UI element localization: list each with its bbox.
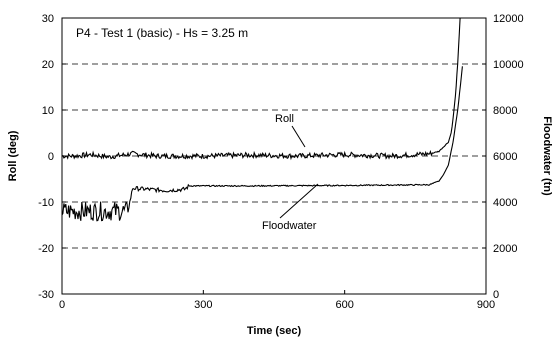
- y-left-tick-label: -10: [38, 197, 54, 209]
- y-right-tick-label: 0: [493, 289, 499, 301]
- y-right-tick-label: 4000: [493, 197, 517, 209]
- chart-title: P4 - Test 1 (basic) - Hs = 3.25 m: [76, 26, 248, 40]
- x-tick-label: 600: [335, 299, 353, 311]
- y-left-tick-label: 10: [42, 105, 54, 117]
- y-right-tick-label: 8000: [493, 105, 517, 117]
- x-tick-label: 900: [477, 299, 495, 311]
- y-right-tick-label: 6000: [493, 151, 517, 163]
- series-lines: [61, 17, 463, 222]
- y-axis-right-label: Floodwater (tn): [541, 116, 553, 196]
- x-tick-label: 0: [59, 299, 65, 311]
- annotation-floodwater: Floodwater: [262, 220, 317, 232]
- series-line-roll: [61, 17, 461, 161]
- annotations: Roll Floodwater: [262, 113, 319, 232]
- y-left-tick-label: 0: [48, 151, 54, 163]
- annotation-floodwater-arrow: [279, 183, 319, 219]
- y-left-tick-label: -20: [38, 243, 54, 255]
- annotation-roll: Roll: [275, 113, 294, 125]
- y-axis-left-label: Roll (deg): [7, 130, 19, 181]
- y-left-tick-label: 20: [42, 59, 54, 71]
- y-right-tick-label: 12000: [493, 13, 524, 25]
- x-axis-label: Time (sec): [247, 325, 302, 337]
- y-right-tick-label: 2000: [493, 243, 517, 255]
- y-left-tick-label: 30: [42, 13, 54, 25]
- axis-ticks: -30-20-100102030020004000600080001000012…: [38, 13, 524, 311]
- y-right-tick-label: 10000: [493, 59, 524, 71]
- y-left-tick-label: -30: [38, 289, 54, 301]
- annotation-roll-arrow: [291, 125, 306, 148]
- series-line-floodwater: [61, 66, 463, 222]
- x-tick-label: 300: [194, 299, 212, 311]
